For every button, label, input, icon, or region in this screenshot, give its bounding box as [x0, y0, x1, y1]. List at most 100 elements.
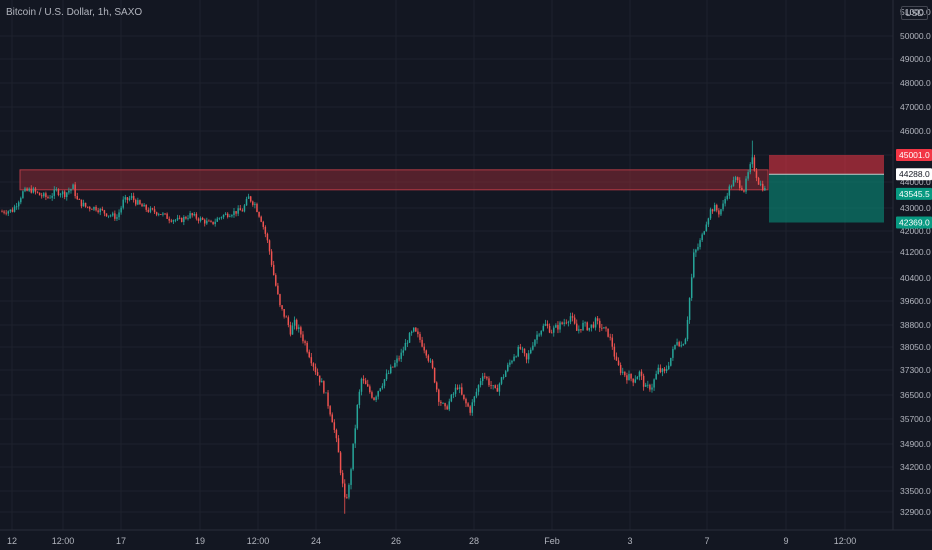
candle-body	[256, 203, 258, 212]
grid-lines	[0, 0, 893, 530]
candle-body	[283, 308, 285, 317]
candle-body	[450, 394, 453, 402]
candle-body	[596, 318, 599, 321]
candle-body	[684, 339, 687, 345]
candle-body	[287, 317, 290, 326]
candle-body	[576, 323, 578, 331]
candle-body	[542, 325, 545, 331]
currency-label[interactable]: USD	[900, 6, 928, 20]
time-axis[interactable]: 12 12:00 17 19 12:00 24 26 28 Feb 3 7 9 12:00	[0, 529, 932, 546]
candle-body	[34, 188, 37, 192]
candle-body	[352, 443, 354, 470]
candle-body	[268, 240, 271, 252]
candle-body	[168, 218, 170, 221]
candle-body	[249, 196, 252, 202]
candles-layer	[1, 140, 766, 514]
y-tick-label: 44000.0	[900, 177, 931, 187]
candle-body	[463, 394, 465, 400]
candle-body	[417, 331, 419, 335]
candle-body	[550, 332, 553, 334]
candle-body	[676, 342, 678, 345]
candle-body	[341, 472, 344, 484]
candle-body	[68, 190, 70, 193]
candle-body	[743, 190, 745, 192]
candle-body	[350, 469, 352, 485]
candle-body	[314, 366, 317, 373]
candle-body	[728, 186, 731, 196]
candle-body	[511, 360, 513, 363]
candle-body	[651, 387, 653, 390]
candle-body	[718, 210, 720, 215]
x-tick-label: 12:00	[52, 536, 75, 546]
candle-body	[176, 217, 179, 220]
candle-body	[356, 404, 359, 429]
candle-body	[237, 208, 239, 214]
candle-body	[20, 198, 22, 203]
candle-body	[670, 357, 672, 366]
candle-body	[567, 321, 570, 323]
candle-body	[105, 213, 108, 217]
candle-body	[396, 358, 398, 363]
candle-body	[277, 285, 279, 295]
candle-body	[502, 376, 505, 378]
candle-body	[517, 346, 519, 357]
candle-body	[507, 364, 509, 372]
candle-body	[239, 208, 242, 211]
candle-body	[759, 183, 762, 185]
candle-body	[400, 352, 402, 359]
candle-body	[663, 368, 666, 371]
candle-body	[519, 346, 522, 349]
candle-body	[132, 195, 135, 200]
candle-body	[218, 217, 221, 219]
candle-body	[13, 206, 16, 212]
candle-body	[632, 378, 634, 383]
candle-body	[112, 213, 114, 216]
candle-body	[233, 211, 235, 216]
candle-body	[155, 212, 158, 215]
candle-body	[279, 294, 281, 306]
candle-body	[66, 192, 68, 198]
y-tick-label: 33500.0	[900, 486, 931, 496]
candle-body	[394, 362, 396, 368]
candle-body	[344, 483, 346, 498]
candle-body	[141, 204, 143, 207]
price-axis[interactable]: 51000.0 50000.0 49000.0 48000.0 47000.0 46000…	[892, 0, 932, 530]
candle-body	[137, 200, 139, 205]
candle-body	[318, 375, 321, 383]
candle-body	[563, 322, 565, 324]
candle-body	[657, 367, 660, 374]
candle-body	[28, 188, 30, 191]
candle-body	[262, 221, 264, 227]
symbol-title[interactable]: Bitcoin / U.S. Dollar, 1h, SAXO	[6, 7, 143, 18]
y-tick-label: 36500.0	[900, 390, 931, 400]
candle-body	[95, 206, 97, 211]
candle-body	[5, 212, 7, 214]
candle-body	[272, 264, 275, 276]
candle-body	[84, 202, 87, 207]
candle-body	[467, 403, 469, 407]
candle-body	[444, 403, 446, 407]
candle-body	[594, 318, 597, 328]
candle-body	[7, 211, 10, 214]
candle-body	[626, 375, 628, 381]
candle-body	[316, 372, 319, 376]
candle-body	[624, 371, 626, 376]
short-position-tool[interactable]	[769, 154, 884, 223]
candle-body	[59, 194, 62, 196]
candle-body	[724, 199, 726, 204]
y-tick-label: 43000.0	[900, 203, 931, 213]
candle-body	[224, 213, 227, 215]
candle-body	[682, 344, 685, 346]
candle-body	[178, 217, 181, 219]
candle-body	[473, 396, 476, 403]
candle-body	[642, 375, 645, 387]
candle-body	[76, 196, 78, 200]
candle-body	[151, 208, 154, 210]
candle-body	[461, 387, 463, 395]
candle-body	[713, 205, 716, 212]
candle-body	[619, 364, 622, 373]
candle-body	[82, 202, 85, 207]
candle-body	[333, 422, 336, 430]
